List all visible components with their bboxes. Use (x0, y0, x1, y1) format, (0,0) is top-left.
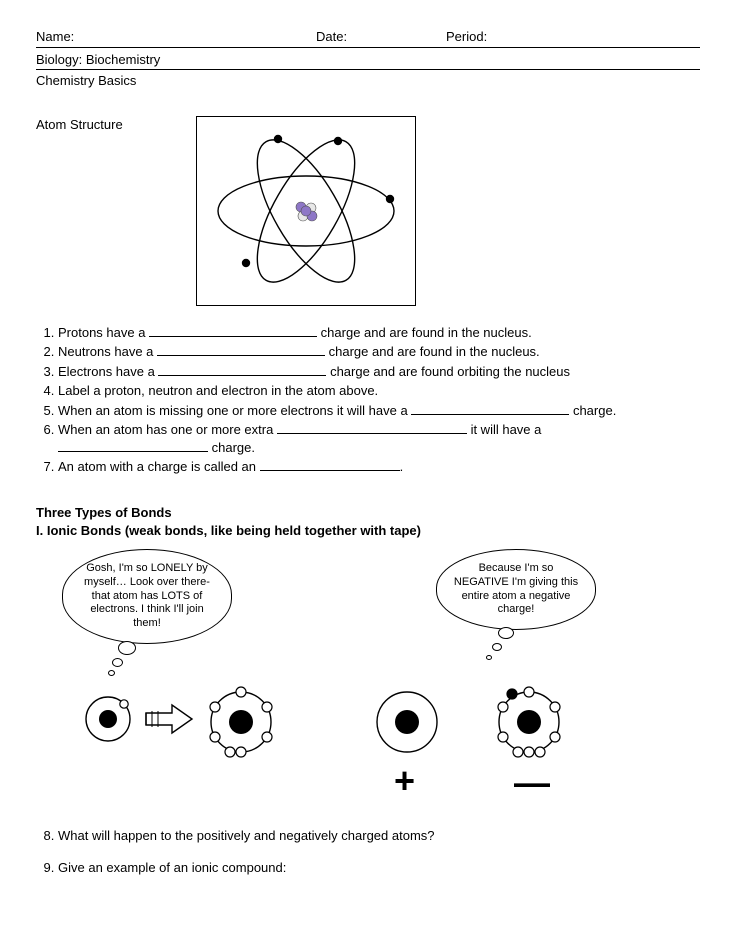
atom-diagram-box (196, 116, 416, 306)
bubble-puff (498, 627, 514, 639)
q7-blank[interactable] (260, 460, 400, 472)
q2-post: charge and are found in the nucleus. (325, 344, 540, 359)
thought-right-text: Because I'm so NEGATIVE I'm giving this … (436, 549, 596, 630)
subtitle: Chemistry Basics (36, 72, 700, 90)
q7: An atom with a charge is called an . (58, 458, 700, 476)
question-list-b: What will happen to the positively and n… (58, 827, 700, 876)
q4: Label a proton, neutron and electron in … (58, 382, 700, 400)
q6-post: it will have a (467, 422, 541, 437)
q6-post2: charge. (208, 440, 255, 455)
minus-sign: — (514, 765, 546, 801)
q2-pre: Neutrons have a (58, 344, 157, 359)
q7-post: . (400, 459, 404, 474)
bubble-puff (118, 641, 136, 655)
nucleus (296, 202, 317, 221)
q9: Give an example of an ionic compound: (58, 859, 700, 877)
q7-pre: An atom with a charge is called an (58, 459, 260, 474)
subject-row: Biology: Biochemistry (36, 50, 700, 71)
ion-many (200, 681, 282, 763)
bubble-puff (486, 655, 492, 660)
q8: What will happen to the positively and n… (58, 827, 700, 845)
arrow-icon (142, 699, 198, 739)
ion-positive (366, 681, 448, 763)
question-list-a: Protons have a charge and are found in t… (58, 324, 700, 476)
q4-text: Label a proton, neutron and electron in … (58, 383, 378, 398)
thought-bubble-left: Gosh, I'm so LONELY by myself… Look over… (62, 549, 232, 644)
date-label: Date: (316, 28, 446, 46)
q1-blank[interactable] (149, 325, 317, 337)
q1: Protons have a charge and are found in t… (58, 324, 700, 342)
bonds-subheading: I. Ionic Bonds (weak bonds, like being h… (36, 522, 700, 540)
q1-post: charge and are found in the nucleus. (317, 325, 532, 340)
atom-section-title: Atom Structure (36, 116, 196, 134)
q2: Neutrons have a charge and are found in … (58, 343, 700, 361)
ion-lonely (78, 689, 138, 749)
q3: Electrons have a charge and are found or… (58, 363, 700, 381)
atom-section: Atom Structure (36, 116, 700, 306)
bubble-puff (108, 670, 115, 676)
ion-negative (488, 681, 570, 763)
q6-pre: When an atom has one or more extra (58, 422, 277, 437)
subject-text: Biology: Biochemistry (36, 52, 160, 67)
bubble-puff (492, 643, 502, 651)
atom-diagram-svg (206, 123, 406, 298)
q3-post: charge and are found orbiting the nucleu… (326, 364, 570, 379)
q3-blank[interactable] (158, 364, 326, 376)
q2-blank[interactable] (157, 345, 325, 357)
header-row: Name: Date: Period: (36, 28, 700, 48)
ionic-diagram: Gosh, I'm so LONELY by myself… Look over… (36, 549, 676, 809)
q5-pre: When an atom is missing one or more elec… (58, 403, 411, 418)
q5-post: charge. (569, 403, 616, 418)
q6-blank2[interactable] (58, 440, 208, 452)
thought-left-text: Gosh, I'm so LONELY by myself… Look over… (62, 549, 232, 644)
period-label: Period: (446, 28, 487, 46)
q6-blank[interactable] (277, 423, 467, 435)
plus-sign: + (394, 763, 415, 799)
q5-blank[interactable] (411, 403, 569, 415)
bubble-puff (112, 658, 123, 667)
q3-pre: Electrons have a (58, 364, 158, 379)
name-label: Name: (36, 28, 316, 46)
q5: When an atom is missing one or more elec… (58, 402, 700, 420)
thought-bubble-right: Because I'm so NEGATIVE I'm giving this … (436, 549, 596, 630)
q1-pre: Protons have a (58, 325, 149, 340)
bonds-heading: Three Types of Bonds (36, 504, 700, 522)
q6: When an atom has one or more extra it wi… (58, 421, 700, 456)
